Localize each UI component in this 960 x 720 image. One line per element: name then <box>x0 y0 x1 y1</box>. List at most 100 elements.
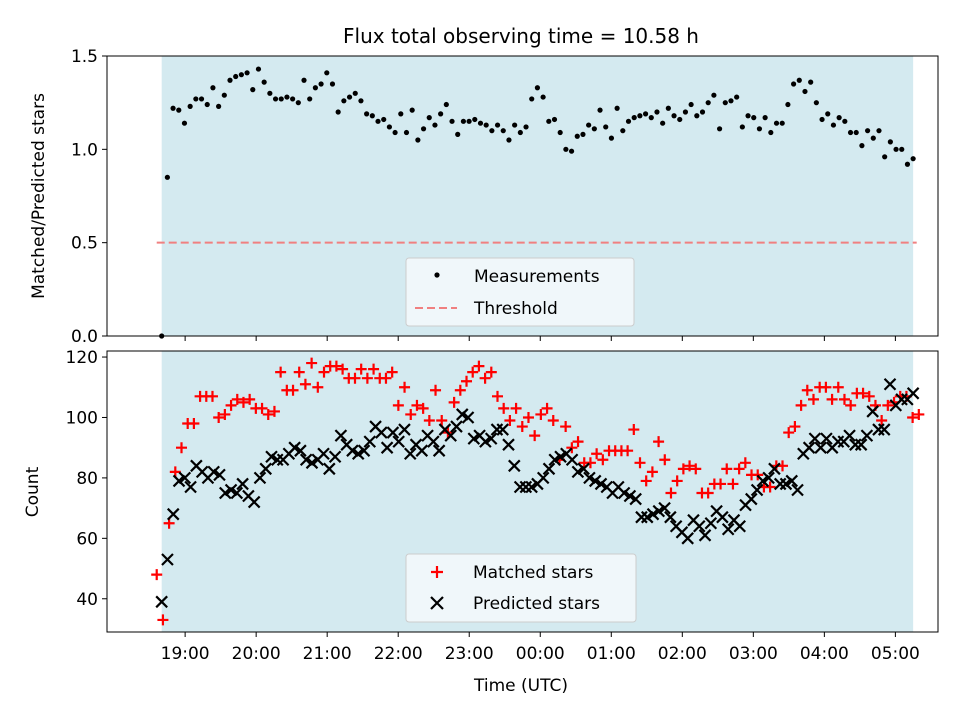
matched-star-point <box>299 378 311 390</box>
predicted-star-point <box>745 492 758 506</box>
measurement-point <box>648 115 654 121</box>
matched-star-point <box>572 436 584 448</box>
matched-star-point <box>690 463 702 475</box>
legend-matched-marker <box>431 566 443 578</box>
measurement-point <box>238 72 244 78</box>
matched-star-point <box>473 360 485 372</box>
predicted-star-point <box>253 471 267 485</box>
measurement-point <box>574 133 580 139</box>
predicted-star-point <box>681 532 694 545</box>
measurement-point <box>438 111 444 117</box>
measurement-point <box>671 113 677 119</box>
predicted-star-point <box>814 441 827 454</box>
measurement-point <box>210 85 216 91</box>
measurement-point <box>864 128 871 134</box>
measurement-point <box>836 115 842 121</box>
measurement-point <box>734 94 740 100</box>
measurement-point <box>620 128 626 134</box>
measurement-point <box>699 109 706 115</box>
measurement-point <box>716 126 723 132</box>
matched-star-point <box>560 421 572 433</box>
matched-star-point <box>634 457 646 469</box>
matched-star-point <box>510 402 522 414</box>
matched-star-point <box>913 408 925 420</box>
matched-star-point <box>522 411 534 423</box>
predicted-star-point <box>808 432 822 445</box>
matched-star-point <box>721 463 733 475</box>
x-tick-label: 05:00 <box>871 644 920 664</box>
measurement-point <box>278 96 284 102</box>
matched-star-point <box>219 408 231 420</box>
predicted-star-point <box>375 426 388 439</box>
measurement-point <box>369 113 375 119</box>
measurement-point <box>773 120 780 126</box>
matched-star-point <box>491 390 503 402</box>
measurement-point <box>455 131 461 137</box>
matched-star-point <box>795 399 807 411</box>
measurement-point <box>870 135 876 141</box>
measurement-point <box>586 122 592 128</box>
x-tick-label: 00:00 <box>516 644 565 664</box>
measurement-point <box>227 77 233 83</box>
axes-frame-bottom <box>106 350 939 633</box>
matched-star-point <box>423 414 435 426</box>
matched-star-point <box>349 372 361 384</box>
measurement-point <box>830 122 837 128</box>
predicted-star-point <box>542 462 556 476</box>
predicted-star-point <box>178 471 192 485</box>
predicted-star-point <box>230 486 244 500</box>
matched-star-point <box>262 408 274 420</box>
matched-star-point <box>225 399 237 411</box>
measurement-point <box>637 113 643 119</box>
matched-star-point <box>399 381 411 393</box>
measurement-point <box>688 101 694 108</box>
matched-star-point <box>405 408 417 420</box>
legend-threshold-label: Threshold <box>473 299 558 319</box>
predicted-star-point <box>328 450 342 464</box>
matched-star-point <box>566 442 578 454</box>
measurement-point <box>250 87 256 93</box>
predicted-star-point <box>860 429 874 442</box>
predicted-star-point <box>704 516 718 530</box>
measurement-point <box>779 120 785 126</box>
measurement-point <box>790 81 797 87</box>
matched-star-point <box>206 390 218 402</box>
matched-star-point <box>504 414 516 426</box>
matched-star-point <box>417 402 429 414</box>
matched-star-point <box>498 402 510 414</box>
measurement-point <box>563 146 569 152</box>
measurement-point <box>187 103 193 109</box>
predicted-star-point <box>247 495 261 509</box>
measurement-point <box>164 174 170 180</box>
measurement-point <box>204 101 210 108</box>
matched-star-point <box>826 393 838 405</box>
y-tick-label-bottom: 120 <box>66 348 98 368</box>
measurement-point <box>642 111 649 117</box>
measurement-point <box>506 137 512 143</box>
measurement-point <box>460 118 467 124</box>
measurement-point <box>745 113 751 119</box>
matched-star-point <box>640 475 652 487</box>
predicted-star-point <box>166 507 180 521</box>
matched-star-point <box>541 402 553 414</box>
matched-star-point <box>151 569 163 581</box>
predicted-star-point <box>762 471 775 485</box>
measurement-point <box>403 129 410 136</box>
measurement-point <box>335 109 341 115</box>
predicted-star-point <box>866 405 879 418</box>
y-tick-label-bottom: 80 <box>76 469 98 489</box>
matched-star-point <box>361 372 373 384</box>
matched-star-point <box>597 454 609 466</box>
measurement-point <box>768 129 774 136</box>
matched-star-point <box>436 414 448 426</box>
matched-star-point <box>430 384 442 396</box>
predicted-star-point <box>698 529 712 542</box>
measurement-point <box>477 120 484 126</box>
measurement-point <box>358 98 364 104</box>
predicted-star-point <box>502 438 515 451</box>
measurement-point <box>198 96 205 102</box>
measurement-point <box>557 129 563 136</box>
predicted-star-point <box>213 468 226 482</box>
matched-star-point <box>188 418 200 430</box>
x-tick-label: 19:00 <box>161 644 210 664</box>
